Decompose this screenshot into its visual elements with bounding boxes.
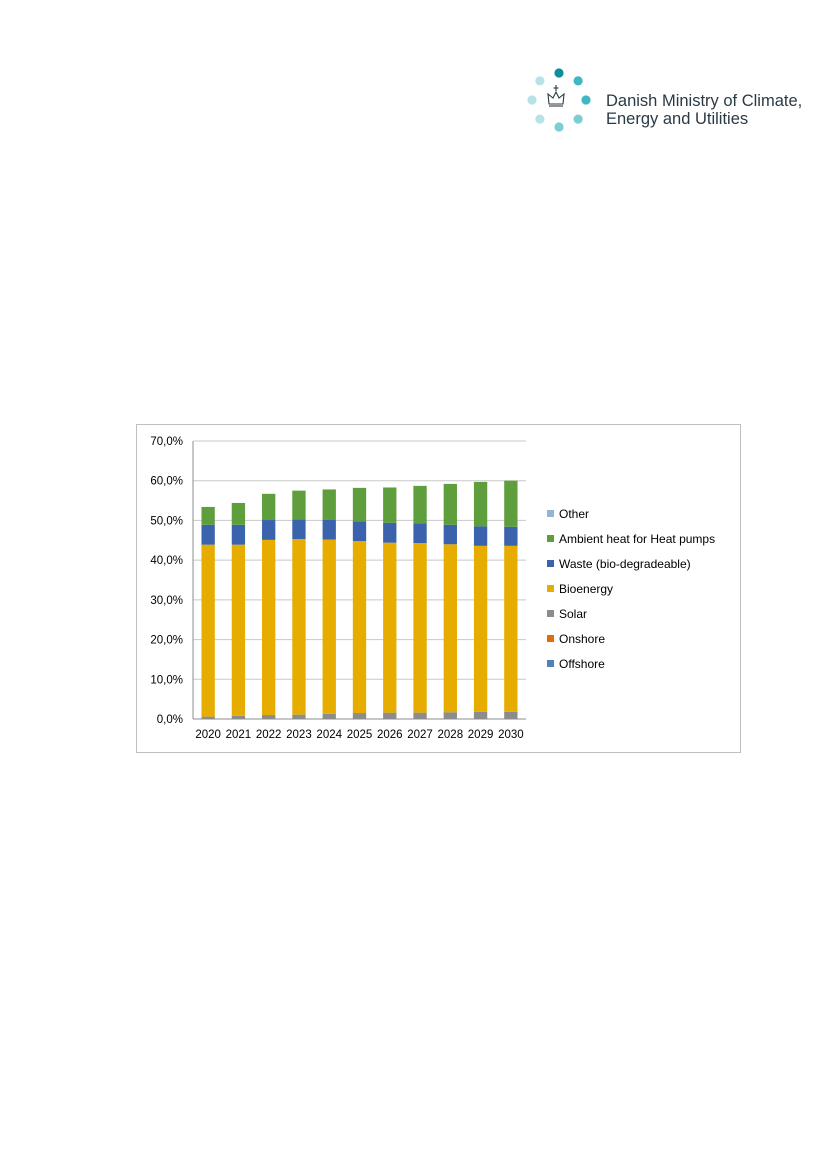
legend-label: Other [559, 507, 589, 521]
bar-segment-ambient-heat-for-heat-pumps [292, 490, 306, 520]
org-name-line-1: Danish Ministry of Climate, [606, 92, 803, 110]
bar-segment-bioenergy [292, 539, 306, 715]
x-tick-label: 2022 [256, 729, 282, 741]
bar-segment-waste-bio-degradeable [262, 520, 276, 540]
bar-segment-bioenergy [473, 545, 488, 712]
legend-swatch [547, 510, 554, 517]
bar-segment-ambient-heat-for-heat-pumps [322, 489, 336, 520]
y-tick-label: 40,0% [150, 555, 183, 567]
bar-segment-ambient-heat-for-heat-pumps [383, 487, 397, 523]
x-tick-label: 2026 [377, 729, 403, 741]
legend-label: Bioenergy [559, 582, 613, 596]
bar-segment-solar [504, 711, 518, 719]
bar-segment-bioenergy [201, 544, 215, 717]
legend-swatch [547, 660, 554, 667]
bar-segment-solar [352, 713, 367, 719]
legend-swatch [547, 535, 554, 542]
bar-segment-waste-bio-degradeable [443, 524, 457, 545]
bar-segment-waste-bio-degradeable [231, 524, 246, 545]
y-tick-label: 50,0% [150, 515, 183, 527]
legend-swatch [547, 585, 554, 592]
org-name-line-2: Energy and Utilities [606, 110, 749, 128]
bar-segment-waste-bio-degradeable [504, 526, 518, 546]
x-tick-label: 2024 [316, 729, 342, 741]
x-tick-label: 2023 [286, 729, 312, 741]
x-tick-label: 2020 [195, 729, 221, 741]
x-tick-label: 2021 [226, 729, 252, 741]
y-tick-label: 10,0% [150, 674, 183, 686]
x-tick-label: 2029 [468, 729, 494, 741]
bar-segment-ambient-heat-for-heat-pumps [231, 502, 246, 525]
logo-dot [535, 114, 545, 124]
bar-segment-bioenergy [322, 539, 336, 714]
ministry-logo [520, 62, 820, 142]
legend-label: Ambient heat for Heat pumps [559, 532, 715, 546]
bar-segment-waste-bio-degradeable [292, 519, 306, 540]
bar-segment-waste-bio-degradeable [322, 519, 336, 540]
chart-container: 0,0% 10,0% 20,0% 30,0% 40,0% 50,0% 60,0% 70,0% … [136, 424, 741, 753]
legend-swatch [547, 610, 554, 617]
bar-segment-waste-bio-degradeable [473, 526, 488, 546]
bar-segment-solar [262, 715, 276, 719]
bar-segment-solar [322, 713, 336, 719]
y-tick-label: 0,0% [157, 714, 183, 726]
x-tick-label: 2030 [498, 729, 524, 741]
bar-segment-bioenergy [413, 543, 427, 713]
bar-segment-solar [201, 716, 215, 719]
y-tick-label: 20,0% [150, 635, 183, 647]
bar-segment-ambient-heat-for-heat-pumps [413, 485, 427, 524]
logo-dot [554, 122, 564, 132]
logo-dot [573, 114, 583, 124]
bar-segment-waste-bio-degradeable [352, 521, 367, 542]
bar-segment-solar [231, 715, 246, 719]
bar-segment-ambient-heat-for-heat-pumps [262, 493, 276, 521]
logo-dot [527, 95, 537, 105]
y-tick-label: 70,0% [150, 436, 183, 448]
bar-segment-ambient-heat-for-heat-pumps [201, 506, 215, 525]
bar-segment-bioenergy [231, 544, 246, 716]
bar-segment-solar [443, 712, 457, 719]
bar-segment-solar [383, 712, 397, 719]
bar-segment-bioenergy [352, 541, 367, 714]
bar-segment-solar [473, 711, 488, 719]
bar-segment-bioenergy [262, 539, 276, 716]
bar-segment-ambient-heat-for-heat-pumps [352, 487, 367, 522]
x-tick-label: 2027 [407, 729, 433, 741]
bar-segment-waste-bio-degradeable [201, 524, 215, 545]
logo-dot [573, 76, 583, 86]
bar-segment-solar [292, 714, 306, 719]
stacked-bar-chart: 0,0%10,0%20,0%30,0%40,0%50,0%60,0%70,0% … [150, 436, 715, 741]
bar-segment-ambient-heat-for-heat-pumps [473, 481, 488, 527]
legend-label: Solar [559, 607, 587, 621]
bar-segment-bioenergy [383, 542, 397, 713]
legend-swatch [547, 635, 554, 642]
bar-segment-ambient-heat-for-heat-pumps [443, 483, 457, 525]
logo-dot [581, 95, 591, 105]
y-tick-label: 30,0% [150, 595, 183, 607]
bar-segment-solar [413, 712, 427, 719]
crown-with-dot-ring-icon [527, 68, 591, 132]
x-tick-label: 2025 [347, 729, 373, 741]
legend-label: Onshore [559, 632, 605, 646]
legend-label: Offshore [559, 657, 605, 671]
logo-dot [535, 76, 545, 86]
logo-dot [554, 68, 564, 78]
bar-segment-bioenergy [504, 545, 518, 712]
legend-swatch [547, 560, 554, 567]
bar-segment-waste-bio-degradeable [413, 523, 427, 544]
bar-segment-ambient-heat-for-heat-pumps [504, 480, 518, 527]
legend-label: Waste (bio-degradeable) [559, 557, 691, 571]
bar-segment-bioenergy [443, 544, 457, 713]
bar-segment-waste-bio-degradeable [383, 522, 397, 543]
x-tick-label: 2028 [438, 729, 464, 741]
y-tick-label: 60,0% [150, 476, 183, 488]
